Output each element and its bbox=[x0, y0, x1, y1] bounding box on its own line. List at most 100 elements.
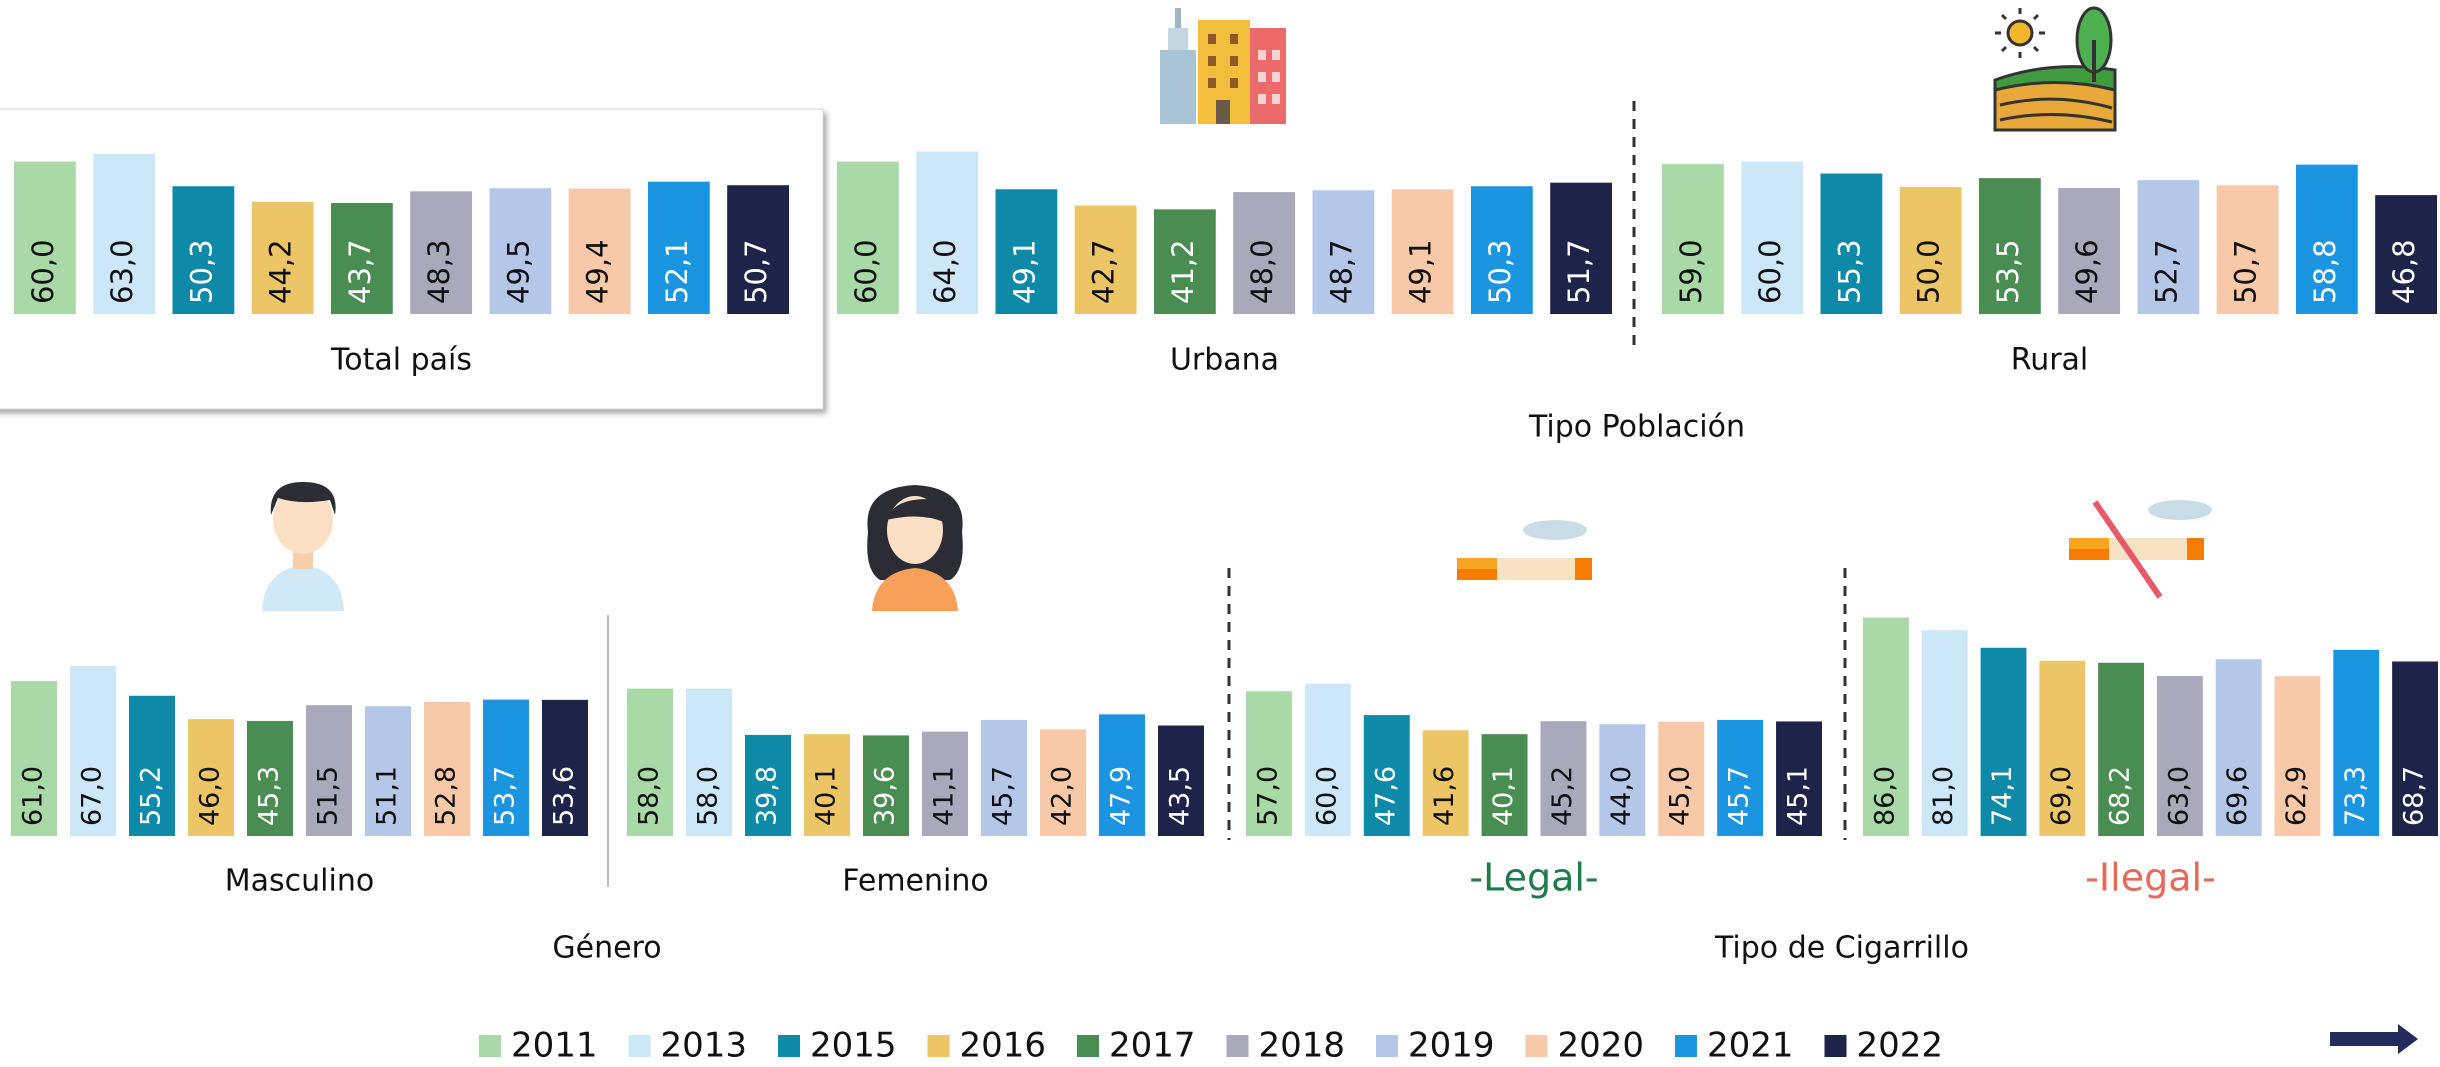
value-label: 60,0 bbox=[849, 239, 883, 304]
legend-swatch bbox=[1226, 1035, 1249, 1057]
bar bbox=[1550, 182, 1612, 314]
value-label: 63,0 bbox=[105, 239, 139, 304]
bar bbox=[305, 705, 353, 836]
value-label: 45,0 bbox=[1665, 766, 1696, 826]
value-label: 45,7 bbox=[1724, 766, 1755, 826]
value-label: 52,7 bbox=[2149, 239, 2183, 304]
bar bbox=[1921, 630, 1968, 836]
value-label: 69,6 bbox=[2222, 766, 2253, 826]
bar bbox=[1157, 725, 1204, 836]
value-label: 39,6 bbox=[870, 766, 901, 826]
value-label: 44,2 bbox=[264, 239, 298, 304]
value-label: 52,1 bbox=[660, 239, 694, 304]
legend-label: 2011 bbox=[511, 1026, 598, 1066]
value-label: 50,7 bbox=[2229, 239, 2263, 304]
value-label: 41,1 bbox=[928, 766, 959, 826]
bar bbox=[128, 695, 176, 836]
value-label: 51,5 bbox=[312, 766, 343, 826]
value-label: 41,6 bbox=[1429, 766, 1460, 826]
panel-title: Total país bbox=[330, 343, 472, 378]
value-label: 43,5 bbox=[1164, 766, 1195, 826]
group-label: Género bbox=[552, 931, 661, 966]
bar bbox=[837, 161, 899, 314]
next-arrow[interactable] bbox=[2330, 1024, 2418, 1054]
value-label: 60,0 bbox=[1753, 239, 1787, 304]
bar bbox=[2375, 195, 2437, 314]
legend-label: 2021 bbox=[1707, 1026, 1794, 1066]
bar bbox=[2274, 676, 2321, 836]
legend-label: 2016 bbox=[960, 1026, 1047, 1066]
bar bbox=[482, 699, 530, 836]
value-label: 45,3 bbox=[254, 766, 285, 826]
bar bbox=[489, 188, 552, 314]
man-icon bbox=[262, 482, 344, 611]
bar bbox=[862, 735, 910, 836]
bar bbox=[1470, 186, 1533, 314]
legend-label: 2017 bbox=[1109, 1026, 1196, 1066]
bar bbox=[627, 688, 674, 836]
bar bbox=[1363, 715, 1410, 836]
bar bbox=[803, 734, 851, 836]
value-label: 39,8 bbox=[752, 766, 783, 826]
value-label: 53,7 bbox=[489, 766, 520, 826]
bar bbox=[410, 191, 473, 314]
bar bbox=[246, 720, 294, 836]
bar bbox=[2039, 660, 2086, 836]
bar bbox=[1481, 734, 1528, 836]
bar bbox=[1658, 721, 1705, 836]
value-label: 50,7 bbox=[739, 239, 773, 304]
value-label: 51,7 bbox=[1562, 239, 1596, 304]
value-label: 58,8 bbox=[2308, 239, 2342, 304]
bar bbox=[2216, 185, 2279, 314]
value-label: 45,2 bbox=[1547, 766, 1578, 826]
value-label: 55,2 bbox=[136, 766, 167, 826]
value-label: 64,0 bbox=[928, 239, 962, 304]
legend-label: 2019 bbox=[1408, 1026, 1495, 1066]
bar bbox=[2392, 661, 2438, 836]
bar bbox=[11, 681, 58, 836]
value-label: 52,8 bbox=[430, 766, 461, 826]
bar bbox=[1422, 730, 1469, 836]
legend-swatch bbox=[1077, 1035, 1099, 1057]
value-label: 41,2 bbox=[1166, 239, 1200, 304]
legend-swatch bbox=[628, 1035, 651, 1057]
panel-title: -Legal- bbox=[1469, 856, 1598, 900]
value-label: 46,8 bbox=[2387, 239, 2421, 304]
bar bbox=[1039, 729, 1087, 836]
legend-swatch bbox=[1525, 1035, 1548, 1057]
bar bbox=[187, 719, 235, 836]
panel-title: Urbana bbox=[1170, 343, 1279, 378]
value-label: 49,1 bbox=[1007, 239, 1041, 304]
panel-title: Masculino bbox=[225, 864, 374, 899]
legend-label: 2013 bbox=[661, 1026, 748, 1066]
bar bbox=[1312, 190, 1375, 314]
cigarette-icon bbox=[1457, 520, 1592, 580]
bar bbox=[2098, 662, 2145, 836]
bar bbox=[916, 151, 979, 314]
value-label: 50,3 bbox=[1483, 239, 1517, 304]
bar bbox=[2333, 649, 2380, 836]
value-label: 74,1 bbox=[1987, 766, 2018, 826]
value-label: 57,0 bbox=[1252, 766, 1283, 826]
bar bbox=[14, 161, 76, 314]
legend-swatch bbox=[1824, 1035, 1847, 1057]
bar bbox=[1233, 192, 1296, 314]
value-label: 60,0 bbox=[26, 239, 60, 304]
bar bbox=[2156, 675, 2203, 836]
bar bbox=[980, 719, 1028, 836]
bar bbox=[1540, 721, 1587, 836]
value-label: 59,0 bbox=[1674, 239, 1708, 304]
bar bbox=[1820, 173, 1883, 314]
value-label: 50,3 bbox=[184, 239, 218, 304]
value-label: 48,0 bbox=[1245, 239, 1279, 304]
value-label: 42,7 bbox=[1087, 239, 1121, 304]
bar bbox=[2137, 180, 2200, 314]
bar bbox=[541, 699, 588, 836]
legend-swatch bbox=[1675, 1035, 1697, 1057]
value-label: 53,5 bbox=[1991, 239, 2025, 304]
bar bbox=[2215, 659, 2262, 836]
bar bbox=[1980, 647, 2027, 836]
value-label: 44,0 bbox=[1606, 766, 1637, 826]
bar bbox=[330, 203, 393, 314]
value-label: 61,0 bbox=[18, 766, 49, 826]
